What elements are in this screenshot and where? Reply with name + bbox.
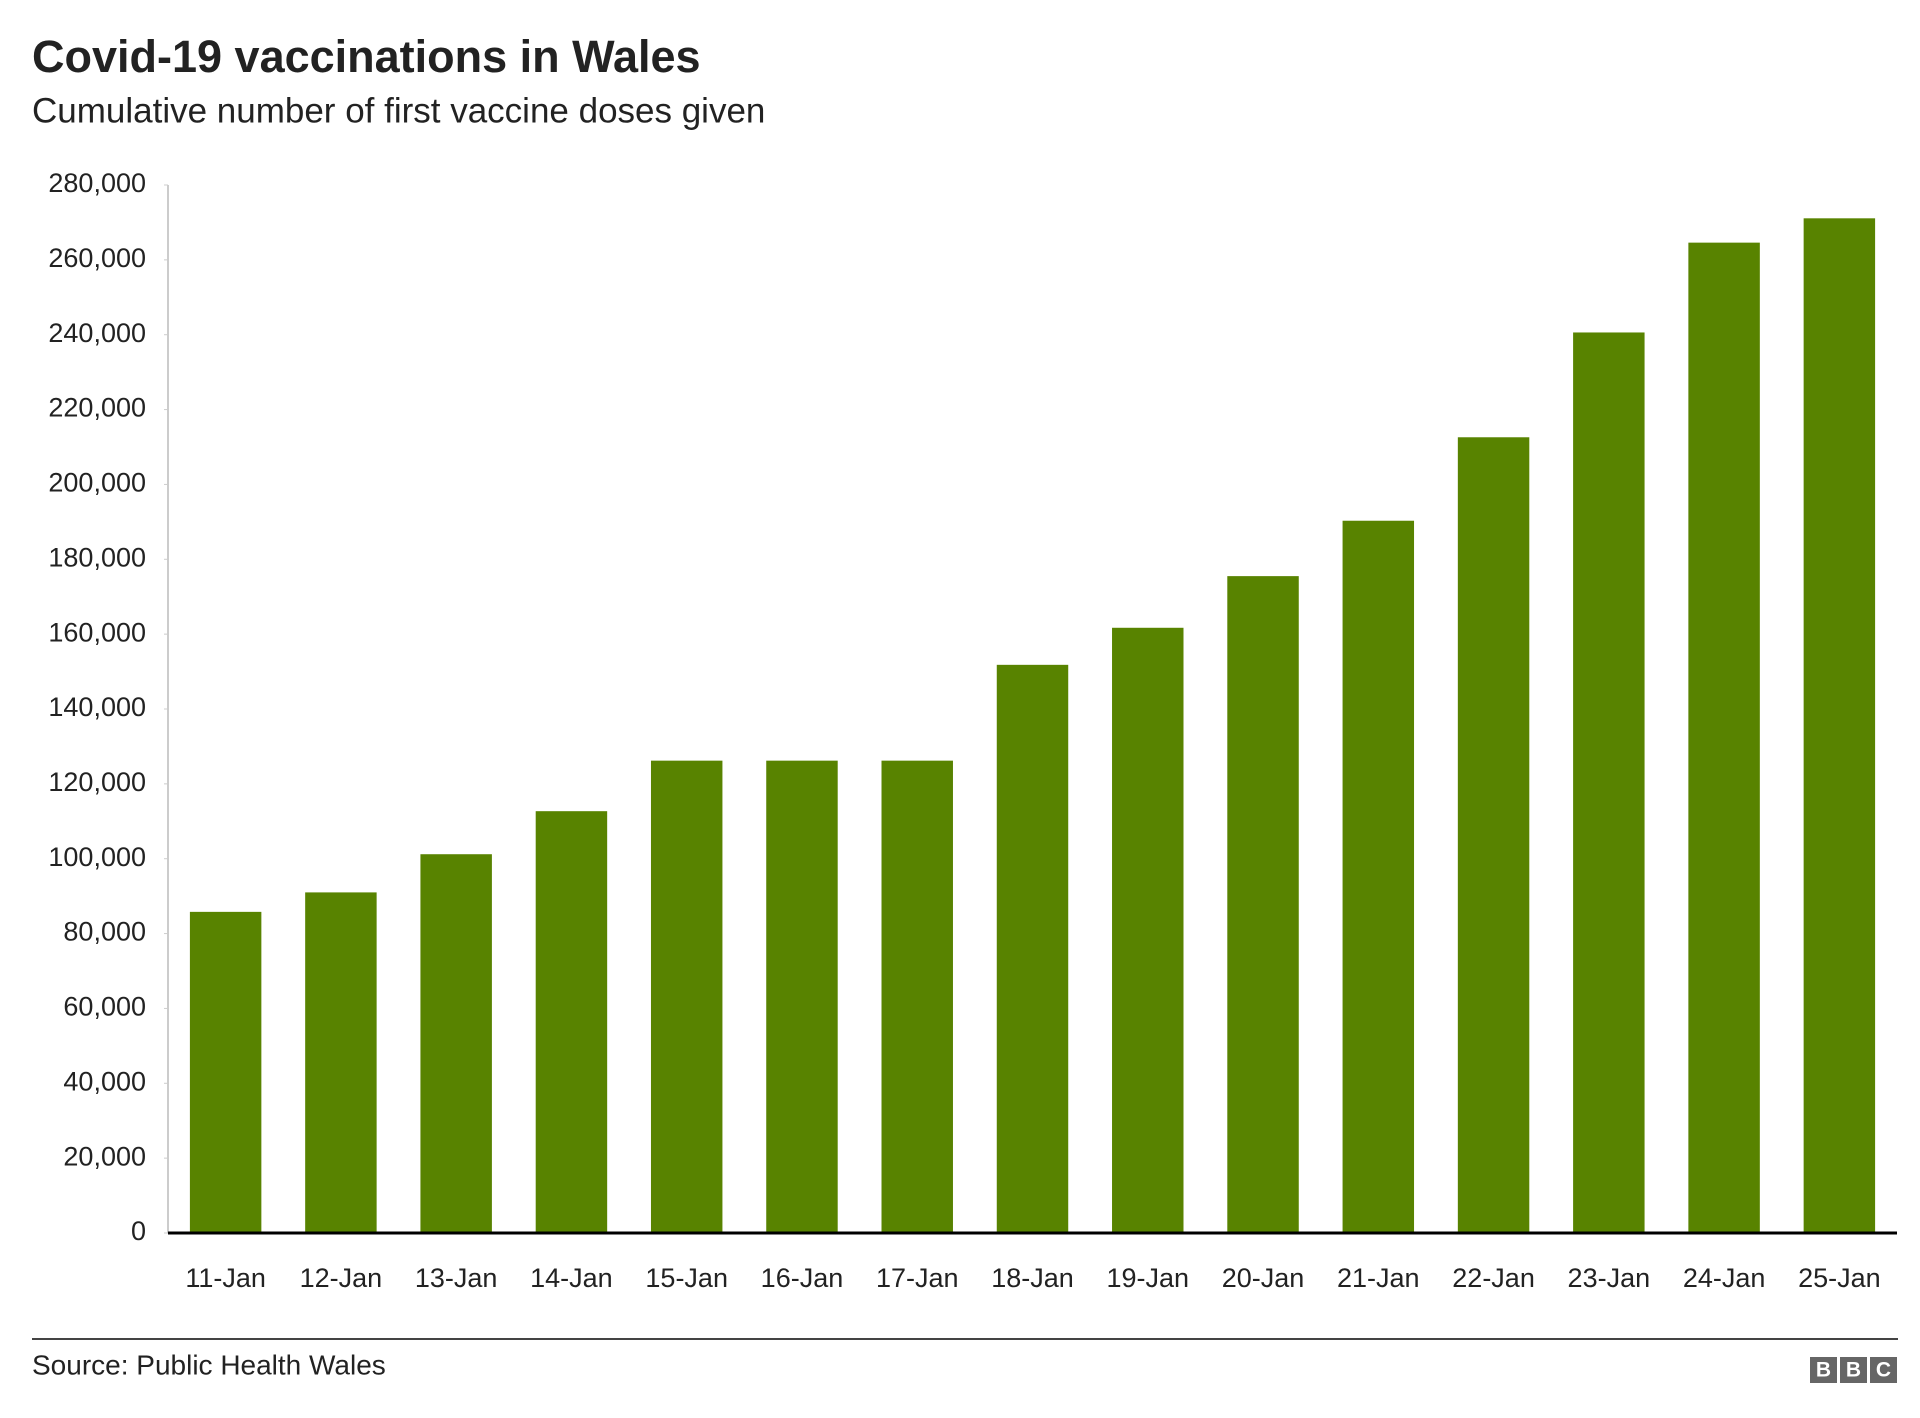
y-tick-label: 160,000 xyxy=(48,617,146,647)
bar xyxy=(766,760,838,1233)
bar xyxy=(881,760,953,1233)
bar xyxy=(1227,576,1299,1233)
y-tick-label: 80,000 xyxy=(63,917,146,947)
x-tick-label: 13-Jan xyxy=(415,1263,498,1293)
bar xyxy=(1342,520,1415,1233)
chart-subtitle: Cumulative number of first vaccine doses… xyxy=(32,91,765,130)
logo-block xyxy=(1870,1357,1897,1383)
bar xyxy=(535,811,608,1233)
y-tick-label: 0 xyxy=(131,1216,146,1246)
y-tick-label: 180,000 xyxy=(48,542,146,572)
x-tick-label: 16-Jan xyxy=(761,1263,844,1293)
x-tick-label: 15-Jan xyxy=(645,1263,728,1293)
x-tick-label: 23-Jan xyxy=(1568,1263,1651,1293)
x-tick-label: 12-Jan xyxy=(300,1263,383,1293)
y-tick-label: 200,000 xyxy=(48,468,146,498)
y-tick-label: 280,000 xyxy=(48,168,146,198)
bar xyxy=(996,664,1069,1233)
x-tick-label: 18-Jan xyxy=(991,1263,1074,1293)
logo-block xyxy=(1840,1357,1867,1383)
chart-title: Covid-19 vaccinations in Wales xyxy=(32,31,701,82)
logo-letter: B xyxy=(1846,1359,1861,1382)
x-tick-label: 11-Jan xyxy=(185,1263,266,1293)
y-tick-label: 140,000 xyxy=(48,692,146,722)
bar xyxy=(1688,242,1760,1233)
x-tick-label: 19-Jan xyxy=(1106,1263,1189,1293)
y-tick-label: 100,000 xyxy=(48,842,146,872)
x-tick-label: 25-Jan xyxy=(1798,1263,1881,1293)
bar xyxy=(1112,627,1184,1233)
x-tick-label: 17-Jan xyxy=(876,1263,959,1293)
x-tick-label: 24-Jan xyxy=(1683,1263,1766,1293)
bar xyxy=(420,854,492,1233)
y-tick-label: 260,000 xyxy=(48,243,146,273)
y-tick-label: 220,000 xyxy=(48,393,146,423)
bar xyxy=(1803,218,1876,1234)
logo-letter: B xyxy=(1816,1359,1831,1382)
bar xyxy=(189,911,262,1233)
y-tick-label: 40,000 xyxy=(63,1066,146,1096)
y-tick-label: 120,000 xyxy=(48,767,146,797)
bar xyxy=(305,892,377,1233)
x-tick-label: 20-Jan xyxy=(1222,1263,1305,1293)
source: Source: Public Health Wales xyxy=(32,1349,386,1380)
bar xyxy=(650,760,723,1233)
y-tick-label: 20,000 xyxy=(63,1141,146,1171)
y-tick-label: 60,000 xyxy=(63,992,146,1022)
bar xyxy=(1457,437,1530,1234)
x-tick-label: 14-Jan xyxy=(530,1263,613,1293)
y-tick-label: 240,000 xyxy=(48,318,146,348)
x-tick-label: 22-Jan xyxy=(1452,1263,1535,1293)
logo-letter: C xyxy=(1876,1359,1891,1382)
logo-block xyxy=(1810,1357,1837,1383)
x-tick-label: 21-Jan xyxy=(1337,1263,1420,1293)
bar xyxy=(1573,332,1645,1233)
